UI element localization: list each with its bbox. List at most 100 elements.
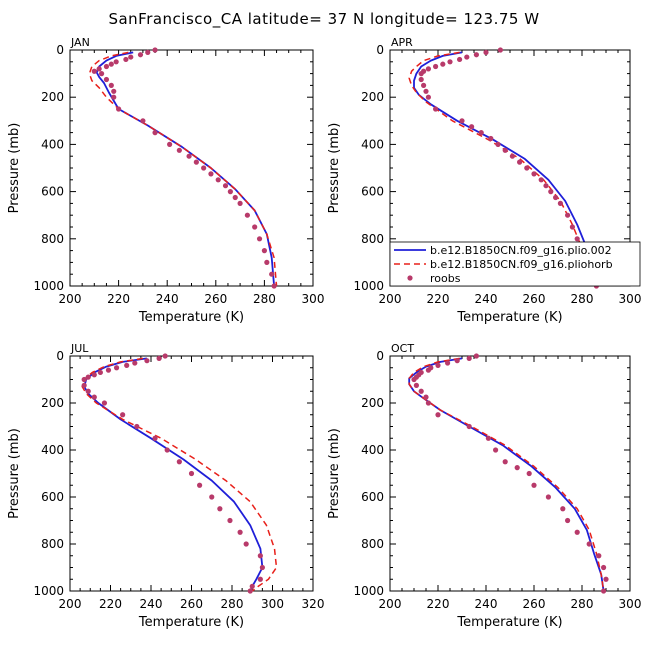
- roobs-point: [517, 159, 523, 165]
- roobs-point: [176, 459, 182, 465]
- y-tick-label: 400: [41, 443, 64, 457]
- y-tick-label: 1000: [353, 584, 384, 598]
- x-tick-label: 200: [59, 292, 82, 306]
- roobs-point: [116, 106, 122, 112]
- roobs-point: [85, 374, 91, 380]
- roobs-point: [197, 482, 203, 488]
- x-tick-label: 280: [571, 597, 594, 611]
- roobs-point: [586, 541, 592, 547]
- roobs-point: [553, 194, 559, 201]
- y-tick-label: 0: [56, 43, 64, 57]
- roobs-point: [526, 470, 532, 477]
- y-tick-label: 0: [56, 349, 64, 363]
- y-tick-label: 600: [41, 185, 64, 199]
- roobs-point: [156, 355, 162, 361]
- roobs-point: [222, 183, 229, 189]
- y-tick-label: 1000: [353, 279, 384, 293]
- roobs-point: [548, 189, 554, 195]
- x-tick-label: 240: [475, 597, 498, 611]
- roobs-point: [413, 382, 419, 388]
- roobs-point: [111, 88, 117, 94]
- x-tick-label: 300: [619, 597, 642, 611]
- roobs-point: [464, 54, 470, 60]
- roobs-point: [81, 382, 87, 388]
- roobs-point: [201, 165, 207, 171]
- roobs-point: [152, 435, 158, 441]
- legend: b.e12.B1850CN.f09_g16.plio.002b.e12.B185…: [389, 241, 641, 287]
- roobs-point: [457, 56, 463, 63]
- figure-title: SanFrancisco_CA latitude= 37 N longitude…: [108, 10, 539, 29]
- roobs-point: [596, 553, 602, 559]
- panel-title: JUL: [70, 342, 89, 355]
- roobs-point: [485, 435, 491, 441]
- legend-label: b.e12.B1850CN.f09_g16.pliohorb: [430, 258, 613, 271]
- x-tick-label: 320: [302, 597, 325, 611]
- roobs-point: [91, 394, 97, 400]
- roobs-point: [574, 529, 580, 535]
- y-tick-label: 800: [41, 537, 64, 551]
- roobs-point: [128, 54, 134, 60]
- x-tick-label: 240: [475, 292, 498, 306]
- roobs-point: [243, 541, 249, 547]
- roobs-point: [531, 171, 537, 177]
- roobs-point: [488, 135, 494, 142]
- roobs-point: [495, 141, 501, 147]
- roobs-point: [132, 360, 138, 366]
- roobs-point: [502, 459, 508, 465]
- y-axis-label: Pressure (mb): [327, 123, 342, 214]
- roobs-point: [259, 564, 265, 571]
- roobs-point: [144, 358, 150, 364]
- series-line-pliohorb: [81, 357, 278, 592]
- roobs-point: [217, 506, 223, 512]
- panel-title: JAN: [70, 36, 90, 49]
- y-tick-label: 600: [361, 490, 384, 504]
- y-tick-label: 800: [41, 232, 64, 246]
- x-tick-label: 220: [99, 597, 122, 611]
- panel-jan: 200 220 240 260 280 300 0 200 400 600 800 1000 Tempe…: [7, 36, 324, 325]
- x-axis-label: Temperature (K): [456, 615, 562, 630]
- series-line-plio: [95, 51, 275, 287]
- roobs-point: [120, 412, 126, 418]
- x-tick-label: 200: [59, 597, 82, 611]
- roobs-point: [103, 76, 110, 83]
- x-tick-label: 260: [204, 292, 227, 306]
- roobs-point: [237, 529, 243, 535]
- roobs-point: [137, 52, 144, 58]
- x-tick-label: 220: [427, 292, 450, 306]
- y-tick-label: 400: [361, 443, 384, 457]
- y-tick-label: 600: [41, 490, 64, 504]
- roobs-point: [543, 183, 549, 189]
- roobs-point: [215, 177, 221, 183]
- roobs-point: [531, 482, 537, 488]
- x-tick-label: 200: [379, 292, 402, 306]
- y-tick-label: 0: [376, 43, 384, 57]
- roobs-point: [425, 367, 431, 373]
- roobs-point: [264, 259, 270, 265]
- roobs-point: [459, 118, 465, 124]
- roobs-point: [478, 130, 484, 136]
- roobs-point: [96, 66, 102, 72]
- roobs-point: [509, 153, 515, 159]
- x-tick-label: 300: [261, 597, 284, 611]
- legend-label: b.e12.B1850CN.f09_g16.plio.002: [430, 244, 612, 257]
- roobs-point: [164, 447, 170, 453]
- roobs-point: [176, 147, 182, 153]
- roobs-point: [227, 517, 233, 524]
- y-tick-label: 400: [361, 137, 384, 151]
- x-tick-label: 240: [156, 292, 179, 306]
- panel-jul: 200 220 240 260 280 300 320 0 200 400 600 800 1000 Te…: [7, 342, 324, 630]
- roobs-point: [466, 423, 472, 430]
- roobs-point: [557, 200, 564, 206]
- roobs-point: [435, 412, 441, 418]
- roobs-point: [167, 141, 173, 147]
- roobs-point: [271, 283, 277, 289]
- x-tick-label: 260: [523, 597, 546, 611]
- roobs-point: [545, 494, 552, 500]
- roobs-point: [569, 224, 576, 230]
- panel-oct: 200 220 240 260 280 300 0 200 400 600 800 1000 Tempe…: [327, 342, 641, 630]
- roobs-point: [418, 71, 424, 77]
- roobs-point: [227, 189, 233, 195]
- roobs-point: [256, 236, 263, 242]
- roobs-point: [257, 553, 263, 559]
- legend-marker-roobs: [407, 275, 413, 281]
